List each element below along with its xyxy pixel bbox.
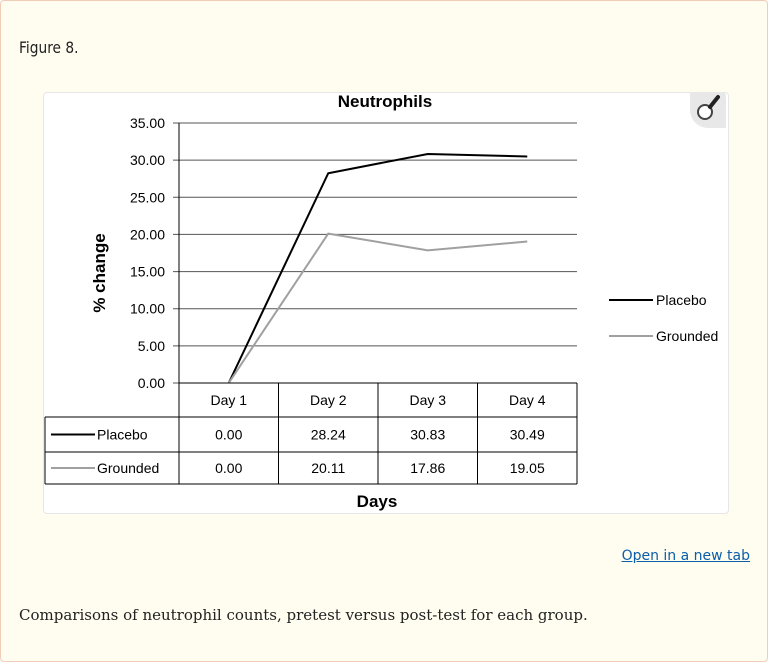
table-cell: 28.24 <box>311 427 346 443</box>
y-tick-label: 10.00 <box>130 301 165 317</box>
zoom-button[interactable] <box>690 92 726 128</box>
y-tick-label: 15.00 <box>130 264 165 280</box>
y-tick-label: 35.00 <box>130 115 165 131</box>
y-axis-label: % change <box>90 233 109 312</box>
x-category-label: Day 2 <box>310 392 347 408</box>
x-category-label: Day 3 <box>409 392 446 408</box>
table-series-label: Grounded <box>97 460 159 476</box>
y-tick-label: 0.00 <box>138 375 165 391</box>
table-cell: 30.49 <box>510 427 545 443</box>
magnifier-icon <box>690 92 726 128</box>
y-tick-label: 5.00 <box>138 338 165 354</box>
open-in-new-tab-link[interactable]: Open in a new tab <box>622 548 750 564</box>
x-category-label: Day 4 <box>509 392 546 408</box>
table-cell: 17.86 <box>410 460 445 476</box>
x-category-label: Day 1 <box>210 392 247 408</box>
y-tick-label: 20.00 <box>130 226 165 242</box>
table-cell: 30.83 <box>410 427 445 443</box>
chart-title: Neutrophils <box>338 92 432 111</box>
table-cell: 20.11 <box>311 460 345 476</box>
figure-caption: Comparisons of neutrophil counts, pretes… <box>19 606 588 624</box>
x-axis-label: Days <box>357 492 398 511</box>
y-tick-label: 25.00 <box>130 189 165 205</box>
series-line-placebo <box>229 154 528 383</box>
y-tick-label: 30.00 <box>130 152 165 168</box>
table-cell: 19.05 <box>510 460 545 476</box>
table-cell: 0.00 <box>215 427 242 443</box>
table-cell: 0.00 <box>215 460 242 476</box>
table-series-label: Placebo <box>97 427 148 443</box>
legend-label: Placebo <box>656 292 707 308</box>
legend-label: Grounded <box>656 328 718 344</box>
